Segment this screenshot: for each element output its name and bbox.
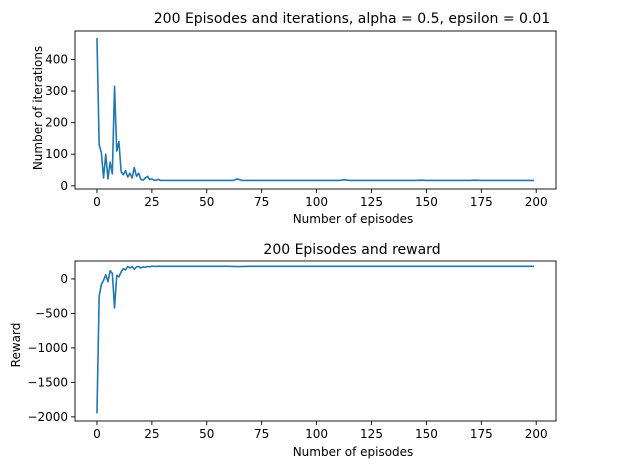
reward-x-tick-label: 150 — [415, 427, 438, 441]
iterations-x-tick-label: 150 — [415, 195, 438, 209]
reward-x-tick-label: 200 — [525, 427, 548, 441]
reward-y-tick-label: 0 — [60, 272, 68, 286]
reward-y-ticks: 0 −500 −1000 −1500 −2000 — [27, 272, 75, 424]
reward-y-tick-label: −2000 — [27, 410, 68, 424]
reward-y-tick-label: −1000 — [27, 341, 68, 355]
iterations-x-tick-label: 175 — [470, 195, 493, 209]
reward-x-tick-label: 25 — [144, 427, 159, 441]
iterations-x-tick-label: 50 — [199, 195, 214, 209]
iterations-chart-title: 200 Episodes and iterations, alpha = 0.5… — [154, 11, 550, 27]
iterations-x-tick-label: 100 — [305, 195, 328, 209]
reward-x-axis-label: Number of episodes — [293, 445, 414, 459]
reward-chart-title: 200 Episodes and reward — [263, 242, 440, 258]
reward-series-line — [96, 265, 535, 414]
reward-x-tick-label: 75 — [254, 427, 269, 441]
iterations-y-tick-label: 0 — [60, 179, 68, 193]
iterations-plot-frame — [74, 30, 557, 190]
iterations-x-axis-label: Number of episodes — [293, 212, 414, 226]
iterations-x-tick-label: 0 — [93, 195, 101, 209]
reward-x-tick-label: 50 — [199, 427, 214, 441]
reward-plot-frame — [74, 260, 557, 422]
iterations-x-ticks: 0 25 50 75 100 125 150 175 200 — [93, 189, 548, 209]
iterations-x-tick-label: 200 — [525, 195, 548, 209]
reward-x-ticks: 0 25 50 75 100 125 150 175 200 — [93, 421, 548, 441]
iterations-x-tick-label: 125 — [360, 195, 383, 209]
iterations-y-axis-label: Number of iterations — [31, 46, 45, 170]
iterations-y-ticks: 0 100 200 300 400 — [45, 52, 75, 193]
reward-x-tick-label: 125 — [360, 427, 383, 441]
iterations-series-line — [96, 37, 535, 182]
iterations-y-tick-label: 400 — [45, 52, 68, 66]
iterations-y-tick-label: 100 — [45, 147, 68, 161]
reward-subplot: 200 Episodes and reward 0 −500 −1000 −1500 −… — [9, 242, 557, 459]
iterations-x-tick-label: 75 — [254, 195, 269, 209]
reward-x-tick-label: 0 — [93, 427, 101, 441]
iterations-y-tick-label: 200 — [45, 116, 68, 130]
iterations-x-tick-label: 25 — [144, 195, 159, 209]
reward-x-tick-label: 100 — [305, 427, 328, 441]
iterations-subplot: 200 Episodes and iterations, alpha = 0.5… — [31, 11, 557, 226]
reward-y-tick-label: −1500 — [27, 375, 68, 389]
reward-y-tick-label: −500 — [35, 306, 68, 320]
iterations-y-tick-label: 300 — [45, 84, 68, 98]
reward-y-axis-label: Reward — [9, 323, 23, 368]
reward-x-tick-label: 175 — [470, 427, 493, 441]
